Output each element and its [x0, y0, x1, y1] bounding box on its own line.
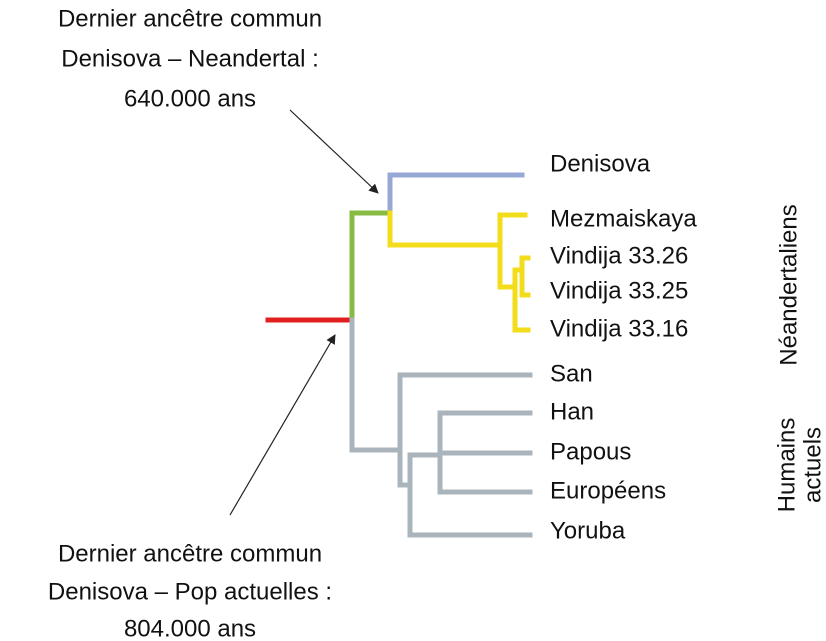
leaf-label: Vindija 33.25	[550, 277, 688, 304]
leaf-label: Mezmaiskaya	[550, 205, 697, 232]
leaf-label: Vindija 33.16	[550, 315, 688, 342]
denisova-branch	[387, 172, 525, 216]
leaf-label: Denisova	[550, 150, 651, 177]
branches	[265, 172, 533, 538]
arrow	[229, 334, 336, 516]
annotation: 804.000 ans	[124, 615, 256, 641]
modern-branch	[349, 317, 533, 538]
arrow	[289, 109, 379, 194]
annotation: Denisova – Neandertal :	[61, 45, 318, 72]
annotation: 640.000 ans	[124, 85, 256, 112]
leaf-label: Papous	[550, 438, 631, 465]
leaf-labels: Denisova Mezmaiskaya Vindija 33.26 Vindija …	[550, 150, 697, 544]
leaf-label: Han	[550, 398, 594, 425]
leaf-label: Yoruba	[550, 517, 626, 544]
leaf-label: Vindija 33.26	[550, 242, 688, 269]
annotation: Dernier ancêtre commun	[58, 540, 322, 567]
archaic-branch	[349, 210, 393, 323]
leaf-label: San	[550, 360, 593, 387]
group-label: Néandertaliens	[775, 204, 802, 365]
group-label: actuels	[799, 427, 826, 503]
annotation: Denisova – Pop actuelles :	[48, 578, 332, 605]
annotation: Dernier ancêtre commun	[58, 5, 322, 32]
leaf-label: Européens	[550, 477, 666, 504]
neandertal-branch	[387, 210, 531, 333]
group-label: Humains	[773, 418, 800, 513]
